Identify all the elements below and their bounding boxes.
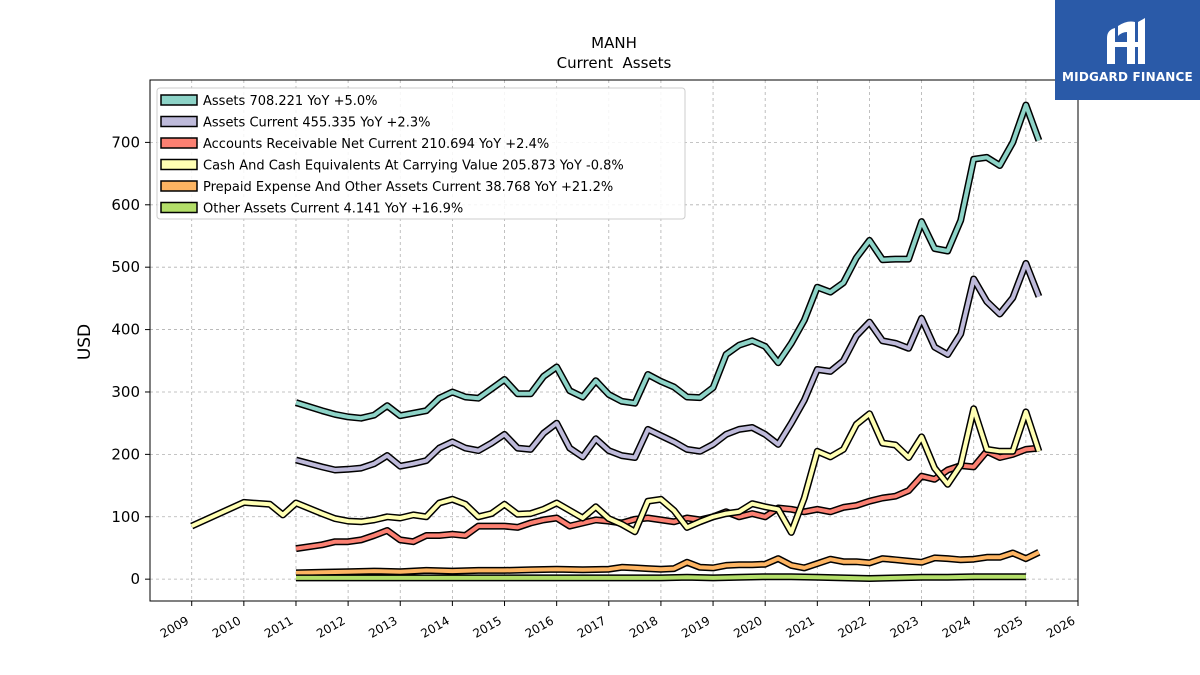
legend-swatch: [160, 158, 198, 171]
x-tick-label: 2025: [992, 613, 1025, 640]
series-line: [190, 405, 1043, 536]
y-tick-label: 300: [111, 383, 140, 401]
x-tick-label: 2024: [940, 613, 973, 640]
chart-title: MANH: [591, 34, 637, 52]
legend-label: Other Assets Current 4.141 YoY +16.9%: [203, 202, 463, 217]
x-tick-label: 2023: [888, 613, 921, 640]
y-tick-label: 400: [111, 321, 140, 339]
x-tick-label: 2014: [418, 613, 451, 640]
series-core: [190, 406, 1041, 535]
legend: Assets 708.221 YoY +5.0% Assets Current 4…: [156, 87, 686, 220]
y-tick-label: 100: [111, 508, 140, 526]
x-tick-label: 2018: [627, 613, 660, 640]
series-core: [295, 103, 1041, 421]
legend-label: Prepaid Expense And Other Assets Current…: [203, 180, 613, 195]
series-core: [296, 574, 1026, 581]
legend-label: Assets Current 455.335 YoY +2.3%: [203, 116, 430, 131]
series-core: [295, 261, 1041, 472]
x-tick-label: 2022: [836, 613, 869, 640]
y-tick-label: 700: [111, 133, 140, 151]
y-tick-label: 200: [111, 445, 140, 463]
legend-swatch: [160, 137, 198, 149]
series-line: [294, 101, 1043, 422]
legend-swatch: [160, 201, 198, 214]
x-tick-label: 2016: [523, 613, 556, 640]
x-tick-label: 2026: [1044, 613, 1077, 640]
brand-name: MIDGARD FINANCE: [1062, 70, 1193, 84]
x-tick-label: 2020: [731, 613, 764, 640]
x-tick-label: 2012: [314, 613, 347, 640]
series-layer: [190, 101, 1043, 582]
legend-label: Accounts Receivable Net Current 210.694 …: [203, 137, 549, 152]
series-core: [295, 550, 1040, 575]
legend-swatch: [160, 115, 198, 128]
legend-label: Cash And Cash Equivalents At Carrying Va…: [203, 159, 624, 174]
x-tick-label: 2019: [679, 613, 712, 640]
x-tick-label: 2015: [471, 613, 504, 640]
brand-mark-icon: [1107, 18, 1145, 64]
y-tick-label: 600: [111, 196, 140, 214]
x-tick-label: 2017: [575, 613, 608, 640]
brand-logo: MIDGARD FINANCE: [1055, 0, 1200, 100]
legend-box: [156, 87, 686, 220]
x-tick-label: 2021: [783, 613, 816, 640]
legend-swatch: [160, 94, 198, 106]
x-tick-label: 2010: [210, 613, 243, 640]
chart-subtitle: Current Assets: [557, 54, 672, 72]
x-tick-label: 2009: [158, 613, 191, 640]
x-tick-label: 2011: [262, 613, 295, 640]
series-core: [295, 446, 1040, 551]
legend-label: Assets 708.221 YoY +5.0%: [203, 94, 378, 109]
series-line: [295, 444, 1040, 553]
y-tick-label: 0: [130, 570, 140, 588]
y-axis-label: USD: [75, 324, 95, 360]
series-line: [296, 573, 1026, 582]
series-line: [295, 259, 1043, 474]
y-tick-label: 500: [111, 258, 140, 276]
legend-swatch: [160, 180, 198, 192]
plot-frame: [149, 79, 1079, 602]
x-tick-label: 2013: [366, 613, 399, 640]
series-line: [295, 549, 1041, 577]
